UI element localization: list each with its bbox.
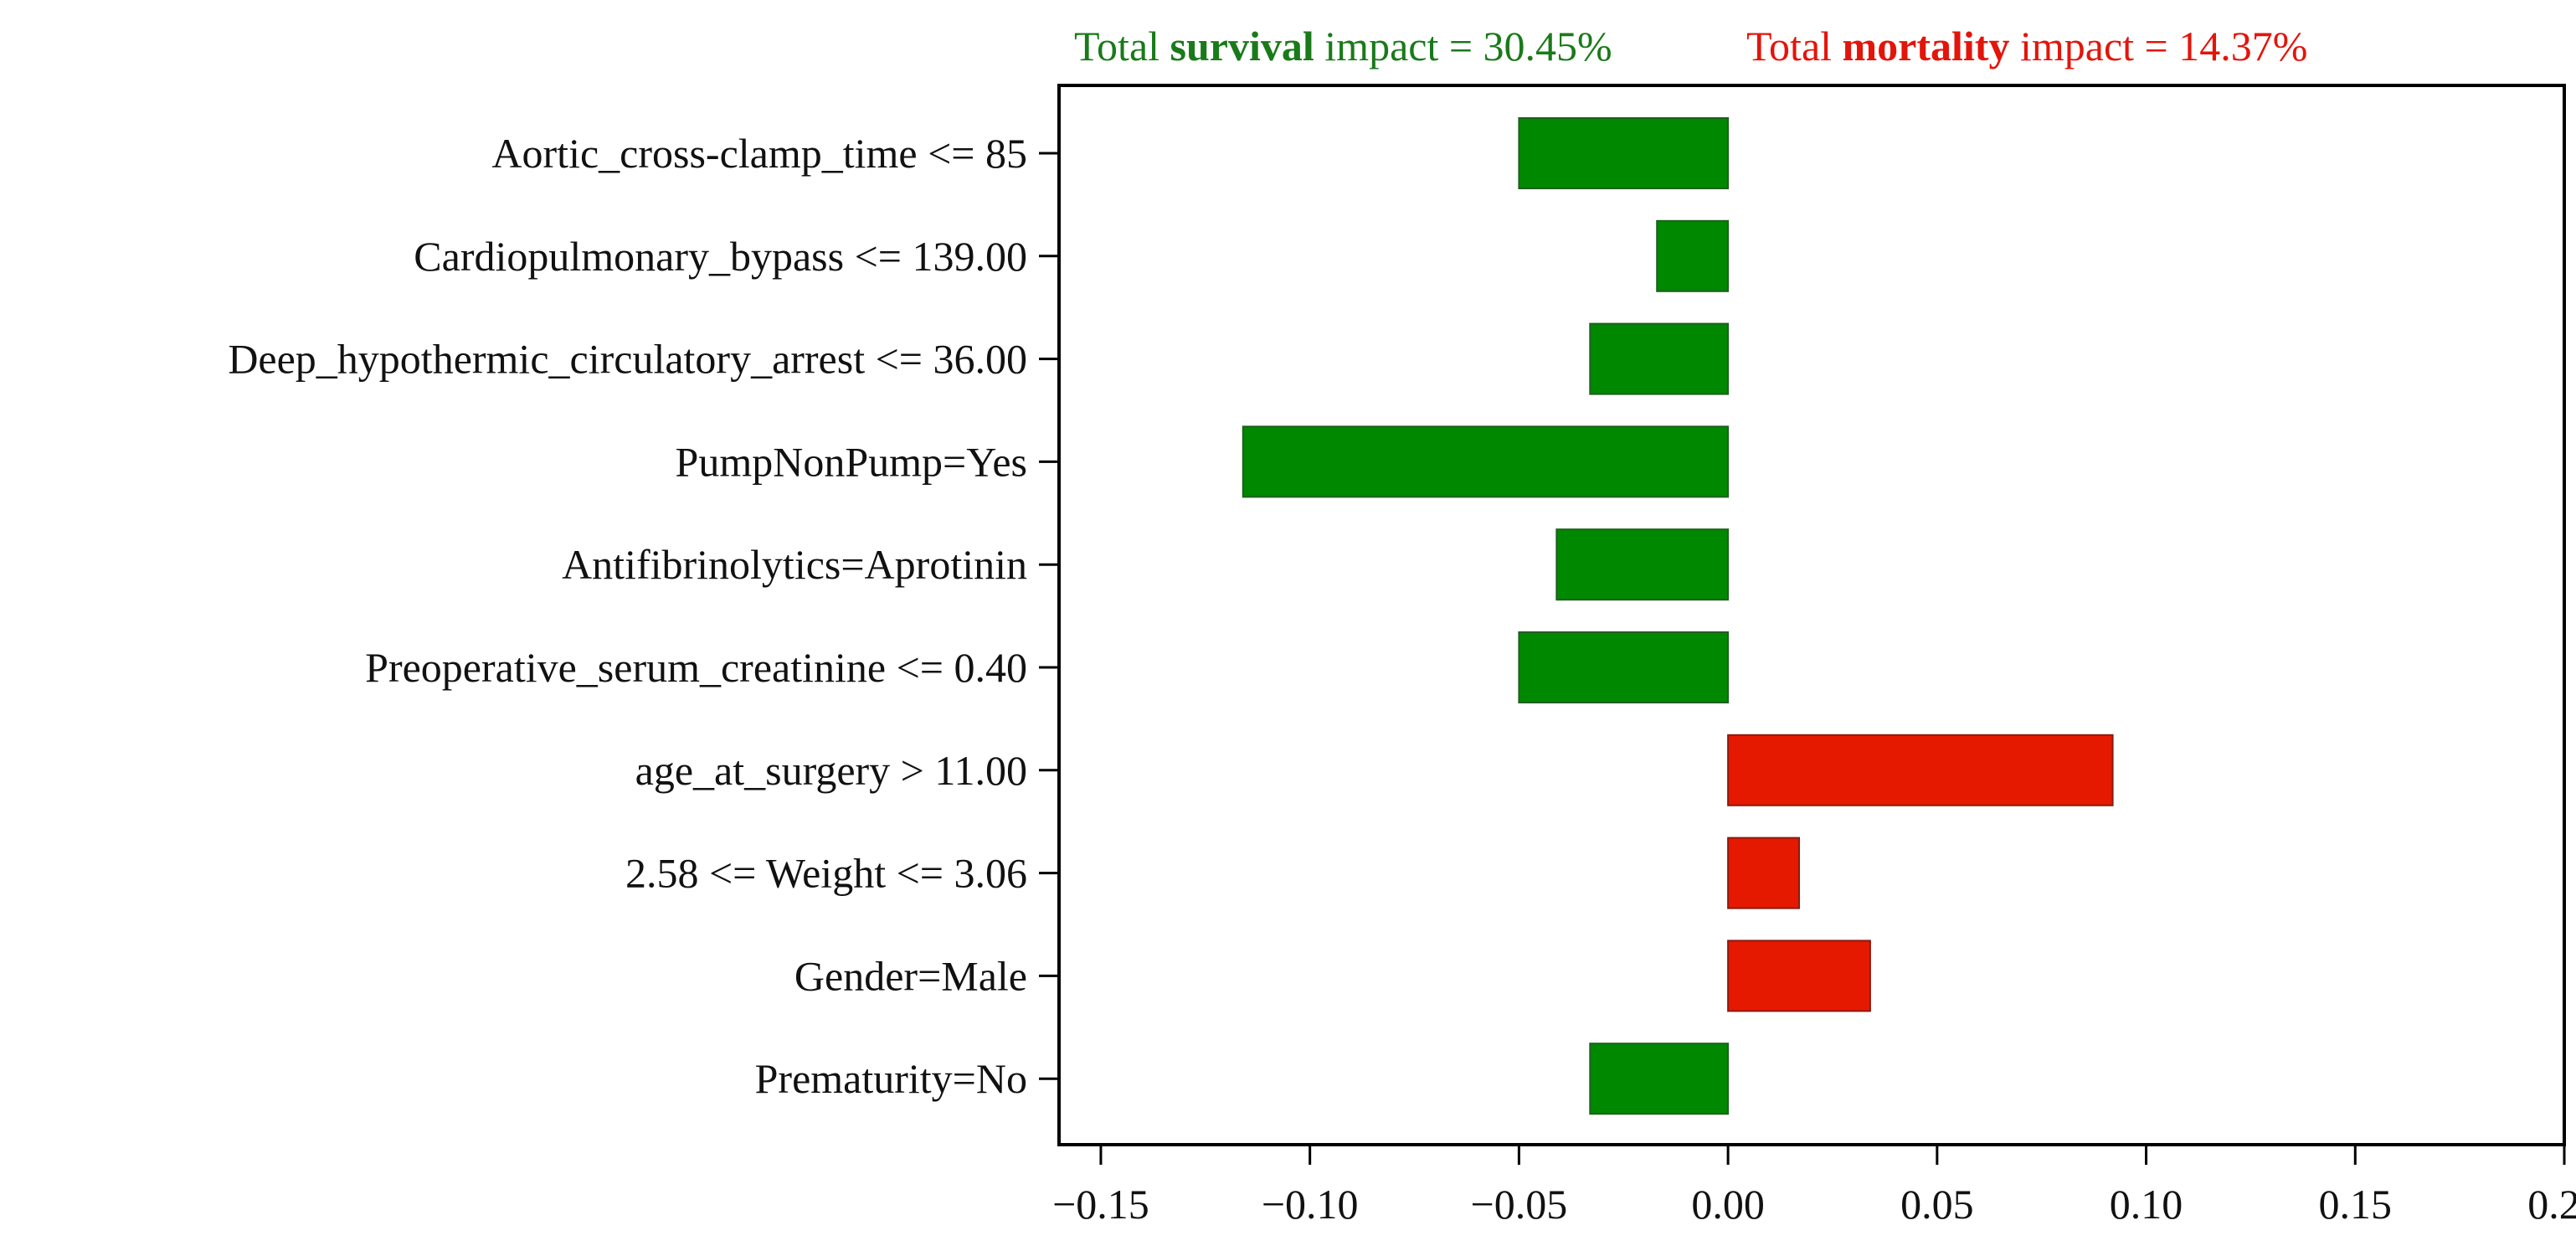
y-tick-label: Deep_hypothermic_circulatory_arrest <= 3… [228, 336, 1027, 383]
bar-2 [1656, 219, 1730, 292]
x-tick-label: −0.15 [1052, 1181, 1149, 1228]
x-tick-label: 0.05 [1900, 1181, 1974, 1228]
bar-5 [1555, 528, 1730, 601]
bar-7 [1727, 734, 2114, 806]
x-tick-label: 0.10 [2110, 1181, 2183, 1228]
y-tick-label: age_at_surgery > 11.00 [635, 747, 1027, 794]
y-tick-label: Aortic_cross-clamp_time <= 85 [491, 130, 1027, 177]
y-tick-label: Cardiopulmonary_bypass <= 139.00 [414, 233, 1027, 280]
bar-10 [1589, 1043, 1730, 1115]
bar-9 [1727, 940, 1871, 1012]
bar-4 [1242, 425, 1730, 498]
y-tick-label: 2.58 <= Weight <= 3.06 [625, 850, 1027, 897]
x-axis: −0.15 −0.10 −0.05 0.00 0.05 0.10 0.15 0.20 [1052, 1145, 2576, 1228]
y-axis-labels: Aortic_cross-clamp_time <= 85 Cardiopulmo… [228, 130, 1059, 1102]
y-tick-label: Preoperative_serum_creatinine <= 0.40 [365, 644, 1027, 691]
bar-1 [1518, 117, 1730, 189]
y-tick-label: Gender=Male [794, 952, 1027, 999]
plot-frame [1057, 84, 2566, 1146]
x-tick-label: 0.15 [2319, 1181, 2393, 1228]
bars-layer [1242, 117, 2114, 1115]
x-tick-label: 0.20 [2527, 1181, 2576, 1228]
mortality-impact-label: Total mortality impact = 14.37% [1746, 23, 2307, 70]
y-tick-label: PumpNonPump=Yes [676, 438, 1027, 485]
x-tick-label: 0.00 [1691, 1181, 1765, 1228]
bar-8 [1727, 837, 1801, 909]
survival-impact-label: Total survival impact = 30.45% [1074, 23, 1612, 70]
y-tick-label: Antifibrinolytics=Aprotinin [562, 541, 1027, 588]
x-tick-label: −0.05 [1471, 1181, 1568, 1228]
y-tick-label: Prematurity=No [755, 1055, 1027, 1102]
bar-6 [1518, 631, 1730, 703]
x-tick-label: −0.10 [1262, 1181, 1359, 1228]
bar-3 [1589, 322, 1730, 395]
